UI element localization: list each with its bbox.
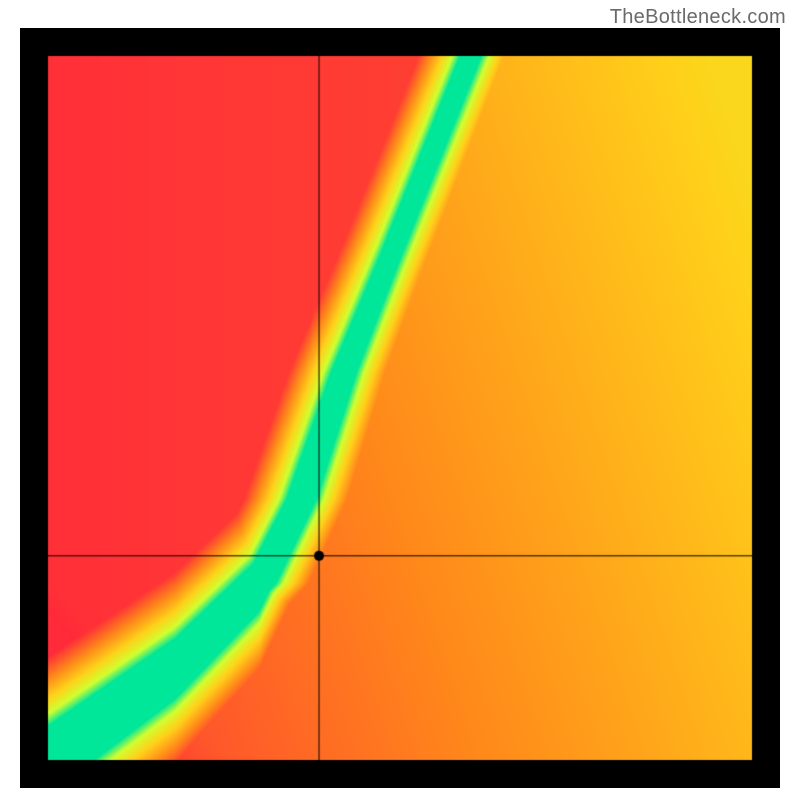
chart-container: TheBottleneck.com xyxy=(0,0,800,800)
watermark-text: TheBottleneck.com xyxy=(610,6,786,29)
heatmap-canvas xyxy=(20,28,780,788)
heatmap-plot xyxy=(20,28,780,788)
